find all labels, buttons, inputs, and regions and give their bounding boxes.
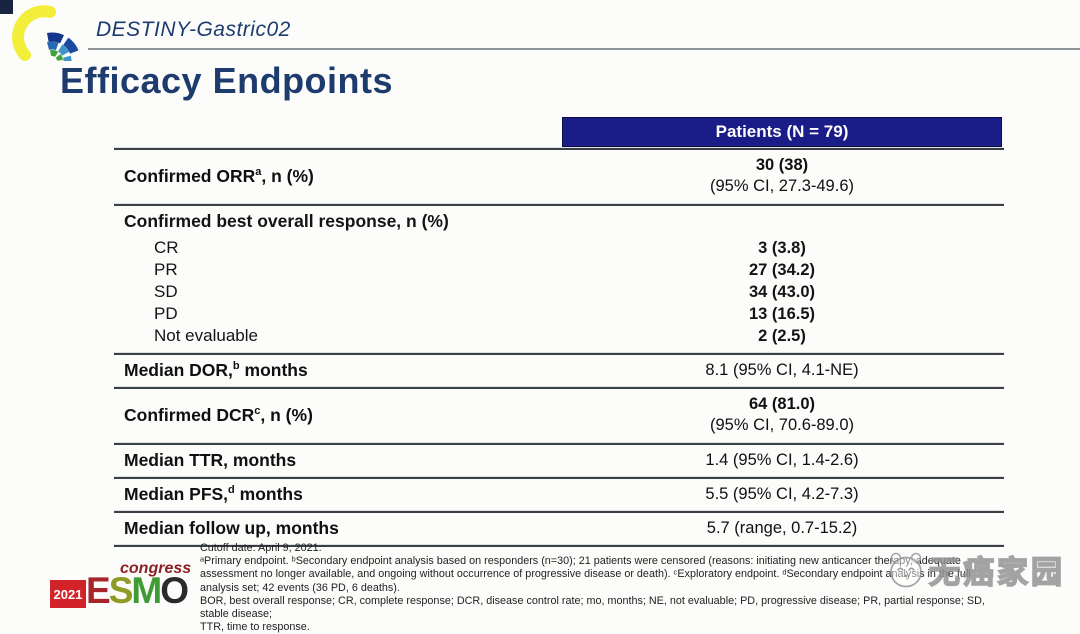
row-value: 1.4 (95% CI, 1.4-2.6) (705, 451, 859, 469)
row-value: 8.1 (95% CI, 4.1-NE) (705, 361, 859, 379)
subrow-pd: PD 13 (16.5) (154, 304, 816, 323)
subrow-cr: CR 3 (3.8) (154, 238, 806, 257)
divider (114, 203, 1004, 206)
esmo-congress-logo: congress 2021 ESMO (44, 560, 214, 619)
row-label: Median follow up, months (124, 518, 339, 538)
divider (114, 147, 1004, 150)
row-confirmed-orr: Confirmed ORRa, n (%) 30 (38) (95% CI, 2… (114, 150, 1004, 203)
efficacy-table: Patients (N = 79) Confirmed ORRa, n (%) … (114, 117, 1004, 547)
header-rule (88, 48, 1080, 50)
row-value: 5.7 (range, 0.7-15.2) (706, 519, 858, 537)
abbreviation-notes: BOR, best overall response; CR, complete… (200, 594, 985, 620)
abbreviation-notes-2: TTR, time to response. (200, 621, 310, 634)
row-label: Median TTR, months (124, 450, 297, 470)
cutoff-date-note: Cutoff date: April 9, 2021. (200, 542, 322, 554)
row-median-pfs: Median PFS,d months 5.5 (95% CI, 4.2-7.3… (114, 479, 1004, 510)
divider (114, 510, 1004, 513)
group-label: Confirmed best overall response, n (%) (124, 211, 449, 231)
table-header-row: Patients (N = 79) (114, 117, 1004, 147)
row-median-ttr: Median TTR, months 1.4 (95% CI, 1.4-2.6) (114, 445, 1004, 476)
patients-column-header: Patients (N = 79) (562, 117, 1002, 147)
row-median-dor: Median DOR,b months 8.1 (95% CI, 4.1-NE) (114, 355, 1004, 386)
divider (114, 352, 1004, 355)
divider (114, 442, 1004, 445)
row-value: 5.5 (95% CI, 4.2-7.3) (705, 485, 859, 503)
row-confirmed-dcr: Confirmed DCRc, n (%) 64 (81.0) (95% CI,… (114, 389, 1004, 442)
destiny-fan-logo-icon (12, 5, 79, 61)
row-label: Confirmed DCRc, n (%) (124, 404, 313, 425)
divider (114, 544, 1004, 547)
esmo-year-badge: 2021 (50, 580, 86, 608)
watermark-text: 无癌家园 (928, 554, 1065, 592)
esmo-wordmark: ESMO (86, 570, 189, 611)
row-label: Median DOR,b months (124, 360, 308, 380)
slide-corner-mark (0, 0, 13, 14)
watermark-face-icon (890, 552, 922, 587)
subrow-not-evaluable: Not evaluable 2 (2.5) (154, 326, 806, 345)
divider (114, 386, 1004, 389)
row-value: 64 (81.0) (95% CI, 70.6-89.0) (710, 395, 854, 434)
row-value: 30 (38) (95% CI, 27.3-49.6) (710, 156, 854, 195)
watermark: 无癌家园 (886, 547, 1065, 592)
subrow-sd: SD 34 (43.0) (154, 282, 816, 301)
footnotes: Cutoff date: April 9, 2021. ᵃPrimary end… (200, 542, 1006, 634)
row-label: Median PFS,d months (124, 484, 303, 504)
row-best-overall-response: Confirmed best overall response, n (%) C… (114, 206, 1004, 352)
study-label: DESTINY-Gastric02 (96, 18, 291, 41)
endpoint-notes: ᵃPrimary endpoint. ᵇSecondary endpoint a… (200, 555, 971, 594)
subrow-pr: PR 27 (34.2) (154, 260, 816, 279)
row-median-follow-up: Median follow up, months 5.7 (range, 0.7… (114, 513, 1004, 544)
divider (114, 476, 1004, 479)
esmo-congress-text: congress (120, 560, 192, 577)
row-label: Confirmed ORRa, n (%) (124, 165, 314, 186)
page-title: Efficacy Endpoints (60, 60, 394, 101)
